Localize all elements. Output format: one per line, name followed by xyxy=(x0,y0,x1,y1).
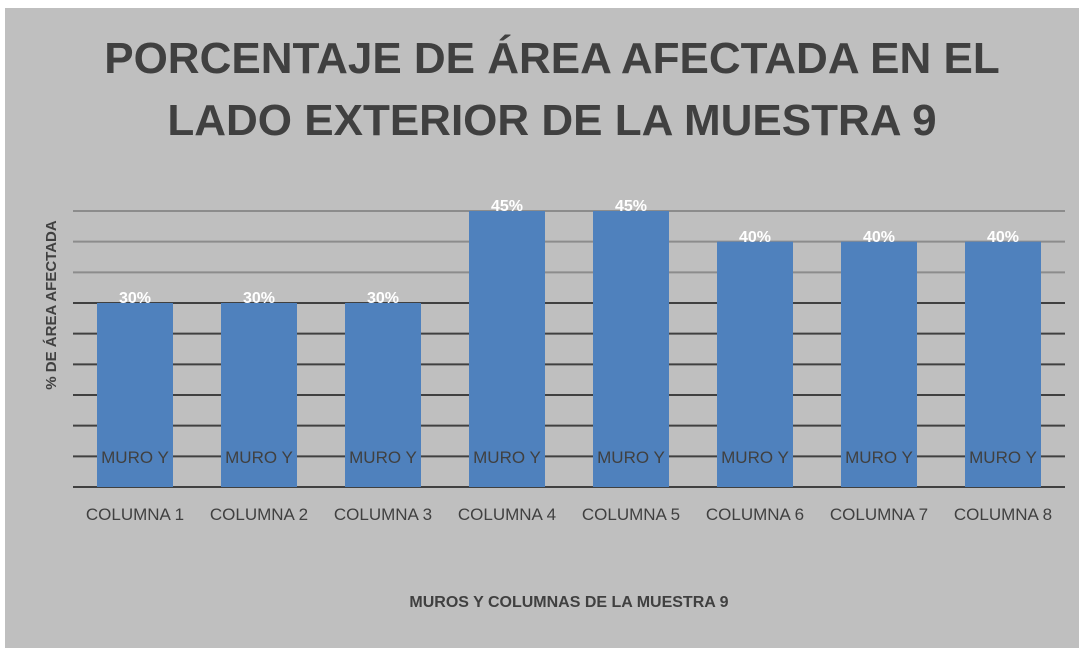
data-label: 30% xyxy=(119,290,151,307)
x-tick-label: MURO Y COLUMNA 1 xyxy=(85,448,185,524)
bar xyxy=(97,303,173,487)
data-label: 40% xyxy=(739,229,771,246)
x-axis-label: MUROS Y COLUMNAS DE LA MUESTRA 9 xyxy=(409,594,729,611)
x-tick-label: MURO Y COLUMNA 8 xyxy=(953,448,1053,524)
data-label: 40% xyxy=(987,229,1019,246)
x-tick-label: MURO Y COLUMNA 5 xyxy=(581,448,681,524)
bar xyxy=(717,241,793,487)
data-label: 45% xyxy=(615,198,647,215)
y-axis-label: % DE ÁREA AFECTADA xyxy=(43,220,60,390)
x-tick-label: MURO Y COLUMNA 2 xyxy=(209,448,309,524)
x-tick-label: MURO Y COLUMNA 7 xyxy=(829,448,929,524)
x-tick-label: MURO Y COLUMNA 6 xyxy=(705,448,805,524)
x-tick-label: MURO Y COLUMNA 4 xyxy=(457,448,557,524)
bar xyxy=(593,211,669,487)
data-label: 30% xyxy=(367,290,399,307)
bar xyxy=(841,241,917,487)
data-label: 45% xyxy=(491,198,523,215)
chart-title: PORCENTAJE DE ÁREA AFECTADA EN EL LADO E… xyxy=(104,34,1000,145)
data-label: 40% xyxy=(863,229,895,246)
data-label: 30% xyxy=(243,290,275,307)
x-tick-label: MURO Y COLUMNA 3 xyxy=(333,448,433,524)
bar xyxy=(345,303,421,487)
bar xyxy=(469,211,545,487)
bar xyxy=(221,303,297,487)
bar xyxy=(965,241,1041,487)
